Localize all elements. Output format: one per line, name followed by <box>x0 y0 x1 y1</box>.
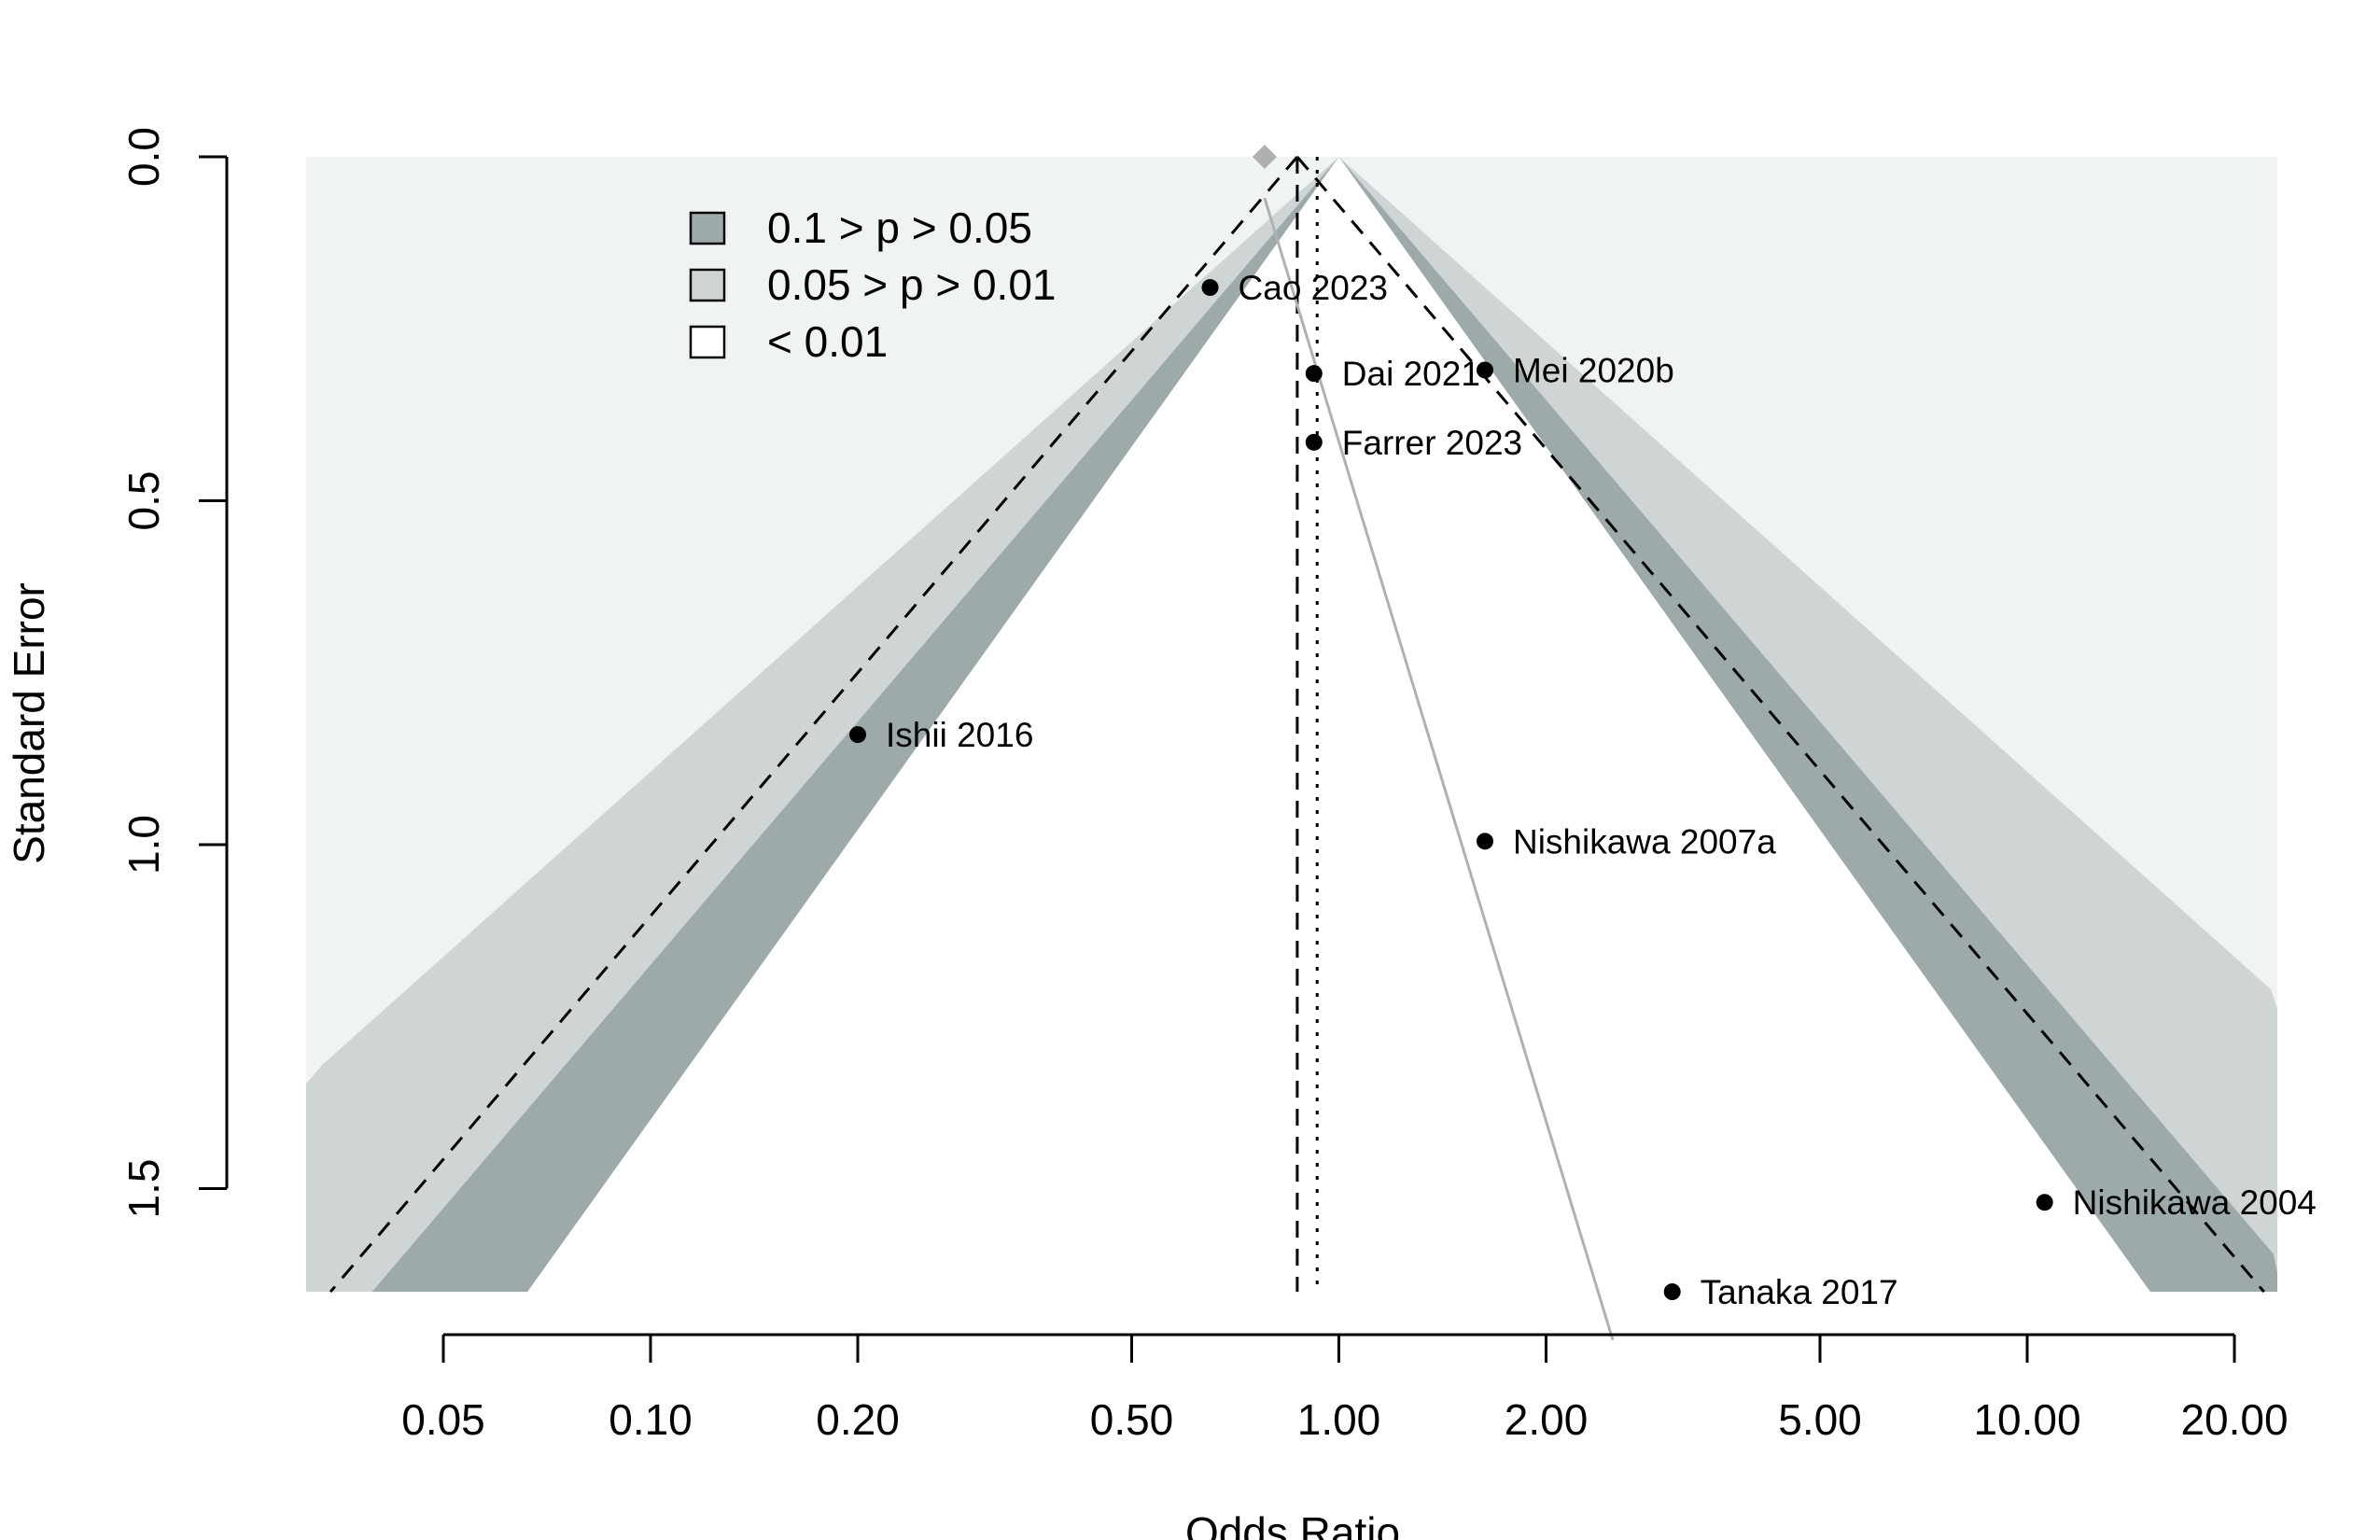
region-p-lt-001 <box>527 157 2150 1293</box>
x-tick-label: 10.00 <box>1973 1395 2080 1444</box>
y-axis-title: Standard Error <box>5 582 53 864</box>
study-point <box>1201 279 1219 297</box>
legend-label: 0.05 > p > 0.01 <box>767 260 1057 309</box>
study-point <box>1476 361 1493 379</box>
funnel-right-boundary <box>1295 156 2265 1294</box>
legend-swatch <box>689 325 726 359</box>
study-label: Nishikawa 2007a <box>1513 822 1776 861</box>
x-tick-label: 2.00 <box>1505 1395 1589 1444</box>
contour-regions <box>306 157 2278 1293</box>
study-label: Nishikawa 2004 <box>2073 1183 2317 1222</box>
legend-swatch <box>689 211 726 245</box>
study-label: Ishii 2016 <box>886 716 1033 754</box>
y-tick-label: 0.0 <box>119 127 168 187</box>
y-tick-label: 1.0 <box>119 815 168 875</box>
egger-line <box>1263 197 1615 1341</box>
x-axis-title: Odds Ratio <box>1185 1508 1400 1540</box>
study-label: Mei 2020b <box>1513 351 1674 389</box>
study-point <box>1305 365 1323 383</box>
legend-label: < 0.01 <box>767 317 888 366</box>
study-point <box>849 726 867 744</box>
study-label: Farrer 2023 <box>1342 424 1522 462</box>
axes: 0.05 0.10 0.20 0.50 1.00 2.00 5.00 10.00 20.00 0.… <box>119 127 2289 1444</box>
reference-lines <box>329 145 2265 1341</box>
y-tick-label: 1.5 <box>119 1159 168 1219</box>
study-label: Dai 2021 <box>1342 355 1480 393</box>
study-point <box>2036 1194 2053 1211</box>
y-tick-label: 0.5 <box>119 471 168 531</box>
adjusted-estimate-marker <box>1252 145 1277 169</box>
x-tick-label: 5.00 <box>1778 1395 1862 1444</box>
study-point <box>1476 833 1493 850</box>
x-tick-label: 1.00 <box>1297 1395 1381 1444</box>
funnel-left-boundary <box>329 156 1299 1294</box>
x-tick-label: 0.10 <box>609 1395 693 1444</box>
legend: 0.1 > p > 0.05 0.05 > p > 0.01 < 0.01 <box>689 203 1057 366</box>
legend-label: 0.1 > p > 0.05 <box>767 203 1032 252</box>
study-label: Tanaka 2017 <box>1701 1273 1898 1311</box>
study-point <box>1305 433 1323 451</box>
study-point <box>1663 1283 1681 1301</box>
legend-swatch <box>689 268 726 302</box>
x-tick-label: 0.20 <box>816 1395 900 1444</box>
x-tick-label: 0.50 <box>1090 1395 1174 1444</box>
x-tick-label: 0.05 <box>401 1395 485 1444</box>
study-label: Cao 2023 <box>1239 269 1388 307</box>
study-points: Cao 2023 Dai 2021 Mei 2020b Farrer 2023 Ishi… <box>849 269 2317 1311</box>
x-tick-label: 20.00 <box>2180 1395 2288 1444</box>
